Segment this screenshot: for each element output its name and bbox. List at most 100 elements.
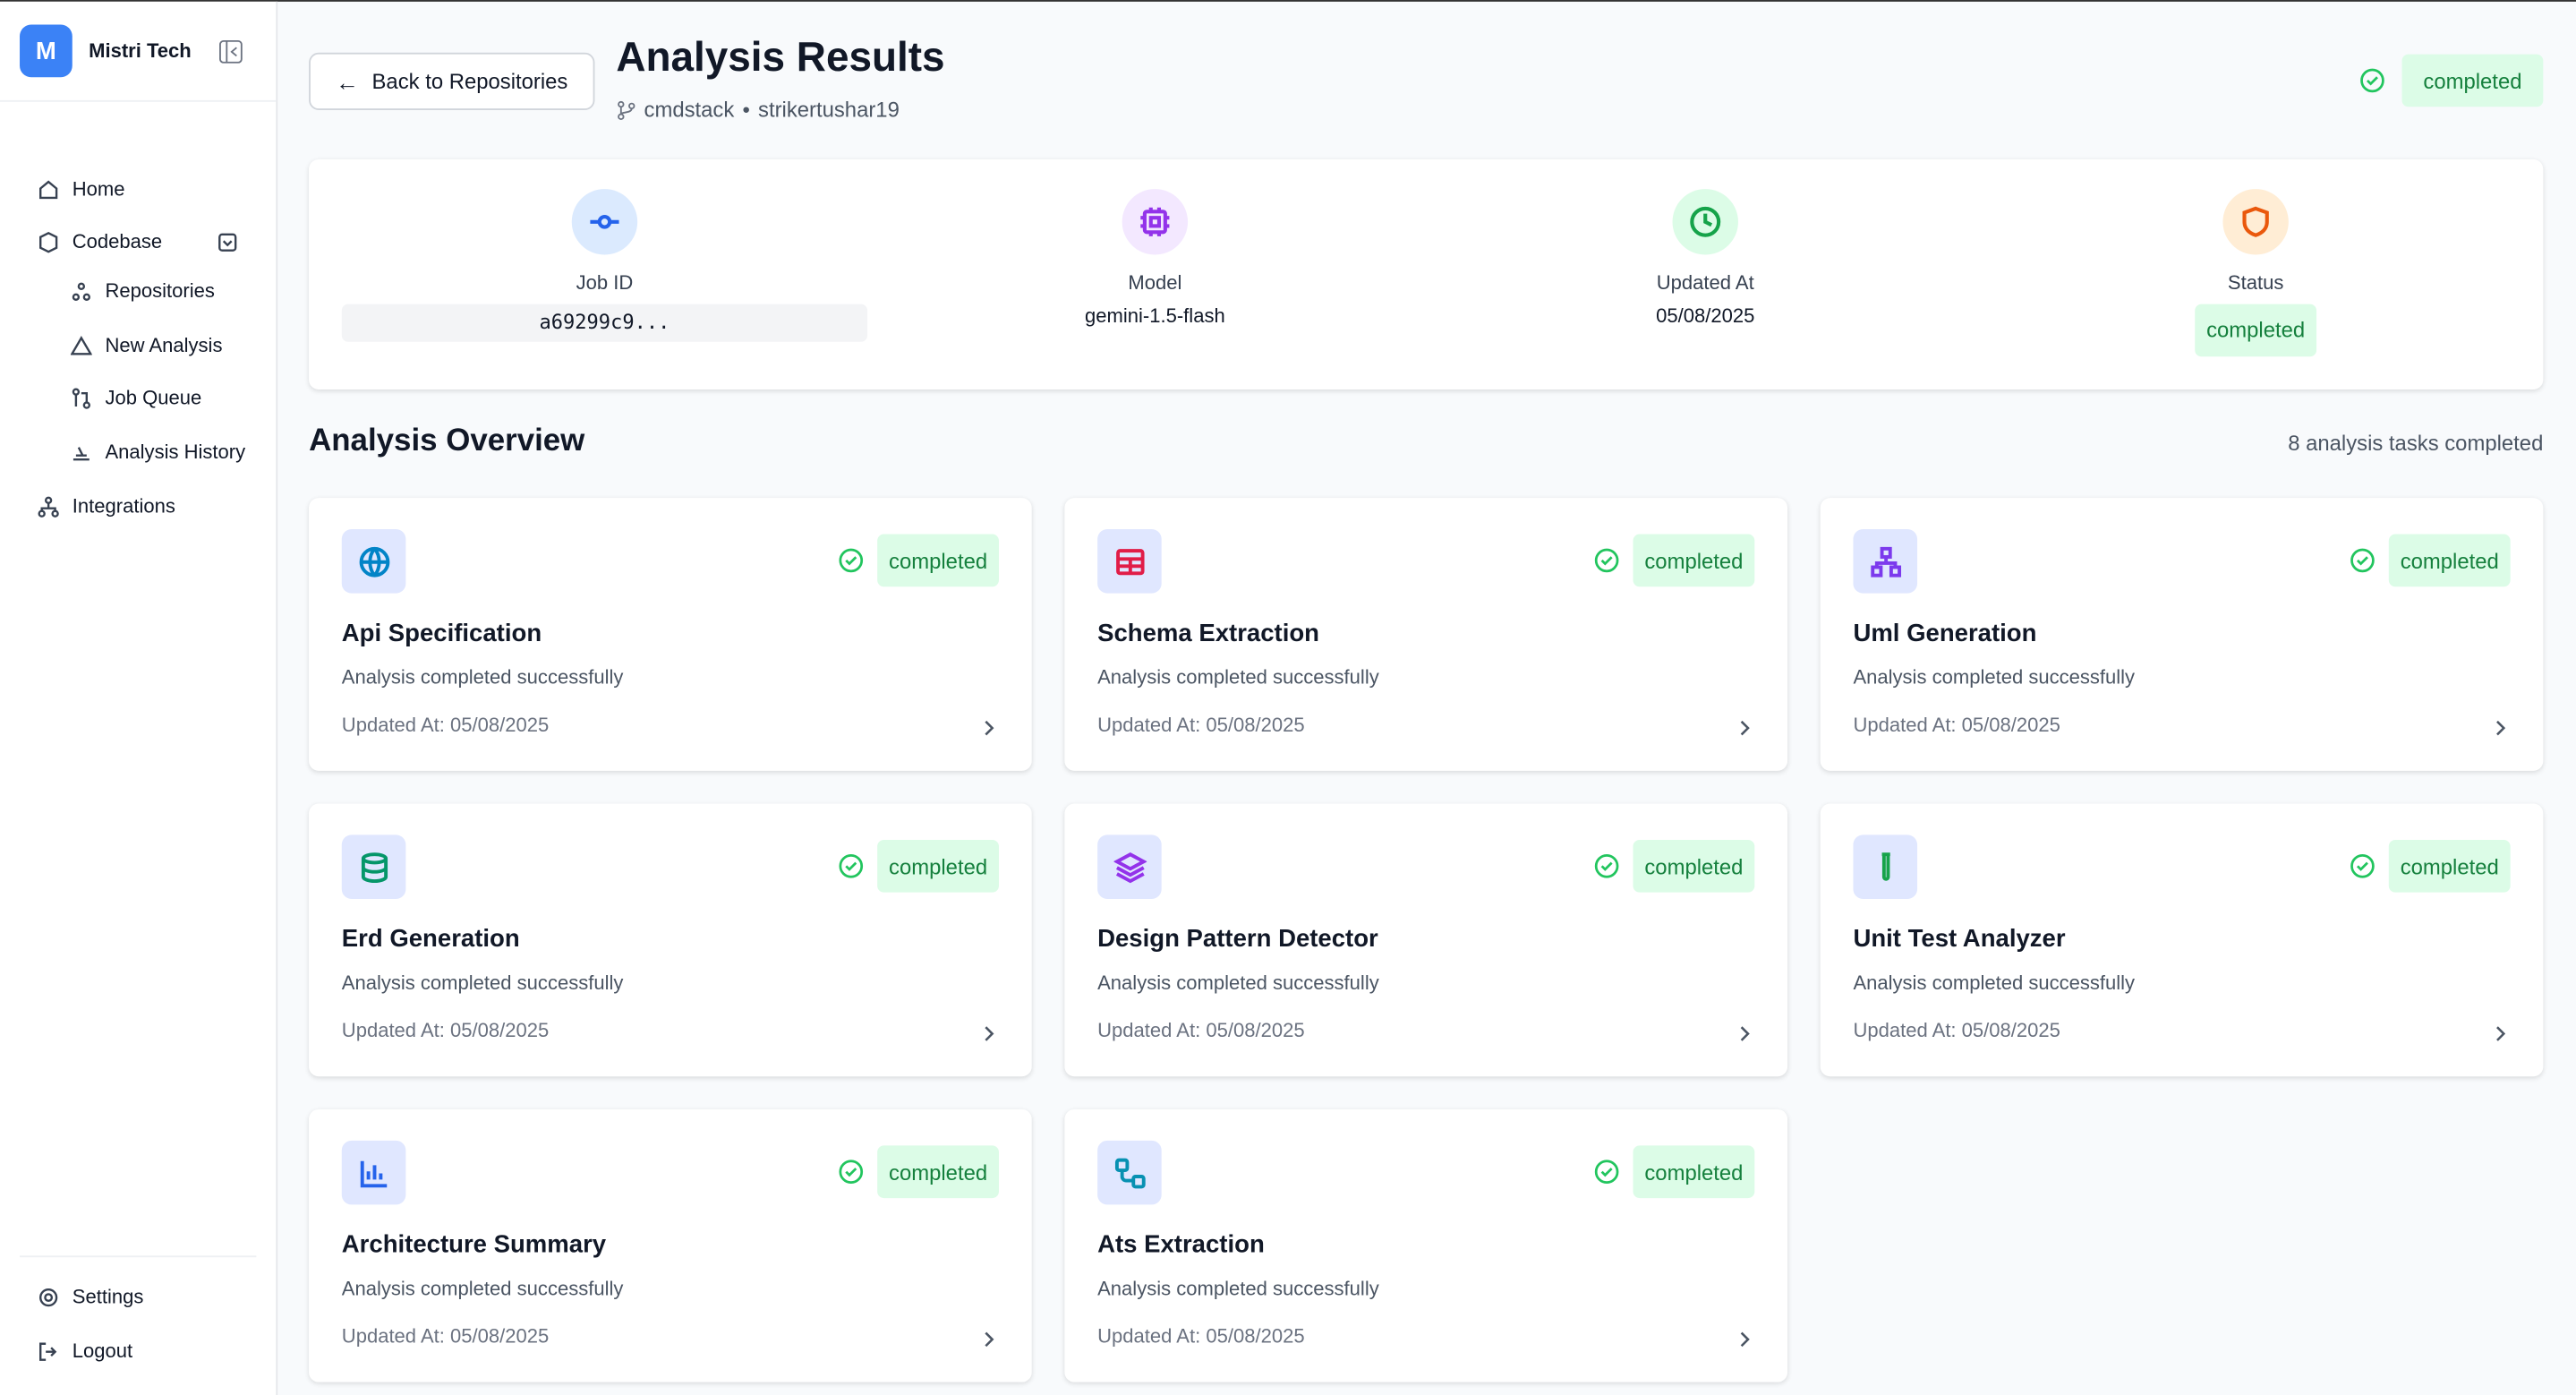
nav-item[interactable]: Repositories	[71, 279, 215, 303]
chevron	[1738, 1326, 1752, 1356]
chevron	[983, 715, 996, 744]
nav-label: Integrations	[72, 494, 175, 518]
task-card[interactable]: completed Unit Test Analyzer Analysis comp…	[1820, 803, 2544, 1077]
task-status: completed	[838, 839, 999, 893]
section-title: Analysis Overview	[309, 424, 585, 459]
nav-label: Analysis History	[105, 440, 246, 464]
task-name: Architecture Summary	[341, 1230, 607, 1259]
nav-label: Codebase	[72, 229, 163, 253]
task-count: 8 analysis tasks completed	[2288, 430, 2544, 456]
status-badge: completed	[1633, 839, 1755, 893]
task-card[interactable]: completed Erd Generation Analysis complete…	[309, 803, 1032, 1077]
summary-item: Status completed	[1992, 189, 2518, 357]
summary-value: a69299c9...	[341, 304, 868, 342]
task-icon	[341, 529, 406, 594]
summary-icon	[571, 189, 638, 255]
task-icon	[1853, 834, 1918, 900]
task-updated: Updated At: 05/08/2025	[341, 713, 550, 737]
repo-line: cmdstack • strikertushar19	[616, 97, 900, 122]
task-updated: Updated At: 05/08/2025	[341, 1019, 550, 1042]
task-icon	[341, 1140, 406, 1205]
task-name: Erd Generation	[341, 925, 520, 954]
status-badge: completed	[2388, 534, 2511, 587]
task-card[interactable]: completed Uml Generation Analysis complete…	[1820, 498, 2544, 771]
back-button[interactable]: ← Back to Repositories	[309, 52, 595, 110]
task-status: completed	[838, 1145, 999, 1199]
nav-item[interactable]: Integrations	[38, 494, 175, 518]
chevron	[983, 1326, 996, 1356]
status-badge: completed	[877, 839, 999, 893]
nav-item[interactable]: New Analysis	[70, 333, 223, 357]
header-status: completed	[2359, 54, 2544, 107]
task-card[interactable]: completed Design Pattern Detector Analysis…	[1064, 803, 1788, 1077]
task-updated: Updated At: 05/08/2025	[341, 1324, 550, 1348]
nav-item[interactable]: Settings	[38, 1285, 143, 1308]
nav-item[interactable]: Job Queue	[71, 386, 201, 409]
summary-item: Model gemini-1.5-flash	[892, 189, 1418, 327]
nav-item[interactable]: Logout	[38, 1339, 132, 1363]
task-description: Analysis completed successfully	[341, 665, 624, 689]
task-description: Analysis completed successfully	[341, 971, 624, 995]
chevron	[2494, 1021, 2507, 1050]
summary-value: completed	[2195, 304, 2317, 357]
nav-label: New Analysis	[105, 333, 223, 357]
nav-item[interactable]: Codebase	[38, 229, 237, 253]
task-icon	[1097, 1140, 1162, 1205]
chevron	[1738, 1021, 1752, 1050]
task-icon	[1097, 834, 1162, 900]
nav-item[interactable]: Home	[38, 177, 125, 201]
nav-item[interactable]: Analysis History	[71, 441, 245, 464]
task-description: Analysis completed successfully	[1853, 971, 2136, 995]
chevron	[2494, 715, 2507, 744]
separator: •	[742, 97, 750, 122]
task-updated: Updated At: 05/08/2025	[1097, 713, 1305, 737]
status-badge: completed	[877, 534, 999, 587]
task-description: Analysis completed successfully	[1097, 665, 1379, 689]
page-title: Analysis Results	[616, 34, 945, 81]
summary-value: 05/08/2025	[1656, 304, 1755, 328]
summary-label: Model	[1128, 270, 1182, 295]
task-status: completed	[2350, 534, 2511, 587]
task-description: Analysis completed successfully	[341, 1277, 624, 1300]
nav-label: Logout	[72, 1339, 133, 1363]
task-icon	[341, 834, 406, 900]
task-status: completed	[1593, 534, 1755, 587]
task-name: Api Specification	[341, 619, 542, 648]
back-label: Back to Repositories	[371, 69, 568, 94]
task-status: completed	[1593, 1145, 1755, 1199]
collapse-sidebar[interactable]	[218, 39, 243, 64]
summary-icon	[2222, 189, 2289, 255]
task-name: Uml Generation	[1853, 619, 2037, 648]
status-badge: completed	[1633, 1145, 1755, 1199]
task-icon	[1097, 529, 1162, 594]
status-badge: completed	[877, 1145, 999, 1199]
task-name: Unit Test Analyzer	[1853, 925, 2066, 954]
task-card[interactable]: completed Api Specification Analysis compl…	[309, 498, 1032, 771]
task-status: completed	[838, 534, 999, 587]
task-card[interactable]: completed Schema Extraction Analysis compl…	[1064, 498, 1788, 771]
logo: M	[20, 24, 73, 78]
summary-label: Job ID	[576, 270, 634, 295]
status-badge: completed	[2388, 839, 2511, 893]
summary-value: gemini-1.5-flash	[1085, 304, 1225, 328]
task-grid: completed Api Specification Analysis compl…	[309, 498, 2544, 1382]
status-badge: completed	[1633, 534, 1755, 587]
summary-icon	[1672, 189, 1738, 255]
task-status: completed	[1593, 839, 1755, 893]
task-name: Ats Extraction	[1097, 1230, 1265, 1259]
brand: Mistri Tech	[89, 39, 192, 63]
task-card[interactable]: completed Architecture Summary Analysis co…	[309, 1108, 1032, 1382]
chevron	[983, 1021, 996, 1050]
nav-label: Home	[72, 177, 125, 201]
owner: strikertushar19	[758, 97, 900, 122]
status-badge: completed	[2401, 54, 2544, 107]
task-updated: Updated At: 05/08/2025	[1097, 1324, 1305, 1348]
summary-item: Job ID a69299c9...	[341, 189, 868, 342]
task-status: completed	[2350, 839, 2511, 893]
task-description: Analysis completed successfully	[1097, 1277, 1379, 1300]
task-card[interactable]: completed Ats Extraction Analysis complete…	[1064, 1108, 1788, 1382]
summary-item: Updated At 05/08/2025	[1443, 189, 1968, 327]
task-updated: Updated At: 05/08/2025	[1097, 1019, 1305, 1042]
